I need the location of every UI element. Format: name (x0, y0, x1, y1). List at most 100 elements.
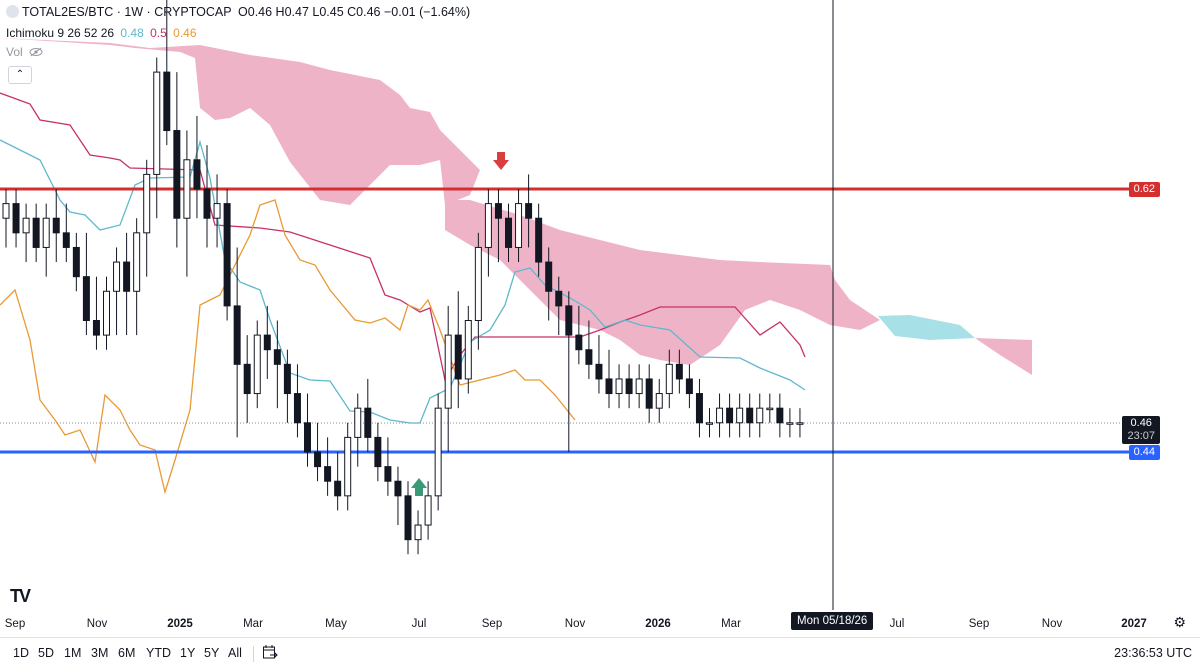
candle-body (464, 320, 472, 380)
candle-body (555, 290, 563, 307)
gear-icon[interactable]: ⚙ (1173, 614, 1186, 630)
candle-body (706, 422, 713, 425)
symbol-title[interactable]: TOTAL2ES/BTC · 1W · CRYPTOCAP (22, 5, 232, 19)
range-button-1d[interactable]: 1D (13, 646, 29, 660)
red-level-price-tag: 0.62 (1128, 182, 1160, 197)
ichimoku-cloud (0, 38, 1032, 375)
candle (575, 305, 583, 365)
candle (354, 393, 362, 467)
candle-body (424, 495, 432, 526)
candle-body (22, 217, 30, 234)
candle-body (655, 393, 663, 409)
candle-body (796, 422, 804, 425)
candle-body (585, 349, 593, 365)
cloud-segment-bull (878, 315, 975, 340)
candle (414, 510, 422, 555)
candle-body (766, 407, 774, 411)
eye-hidden-icon[interactable] (29, 47, 43, 57)
tradingview-logo[interactable]: TV (10, 586, 31, 607)
range-button-6m[interactable]: 6M (118, 646, 136, 660)
chikou-line (0, 199, 576, 495)
candle-body (685, 378, 693, 395)
indicator-value-2: 0.5 (150, 26, 167, 40)
candle-body (736, 407, 744, 424)
candle (525, 174, 533, 248)
candle-body (213, 203, 221, 219)
candle (615, 364, 623, 409)
current-price-value: 0.46 (1130, 417, 1152, 429)
indicator-legend[interactable]: Ichimoku 9 26 52 26 0.48 0.5 0.46 (6, 26, 200, 40)
candle-body (786, 422, 794, 425)
candle (42, 203, 50, 277)
range-button-1y[interactable]: 1Y (180, 646, 196, 660)
candle (153, 57, 161, 219)
candle (565, 291, 573, 452)
candle-countdown: 23:07 (1127, 430, 1155, 442)
cloud-segment-3 (975, 338, 1032, 375)
cloud-segment-1 (0, 38, 480, 205)
candle (253, 320, 261, 409)
candle (404, 481, 412, 555)
price-chart[interactable] (0, 0, 1200, 610)
candle-body (32, 217, 40, 248)
candle (585, 320, 593, 379)
candle (183, 130, 191, 277)
candle (535, 203, 543, 277)
candle-body (72, 246, 80, 278)
candle (334, 452, 342, 511)
candle (163, 0, 171, 146)
range-button-5y[interactable]: 5Y (204, 646, 220, 660)
candle-body (665, 363, 673, 395)
time-axis-label: Mar (243, 618, 263, 630)
candle (444, 305, 452, 452)
candle-body (223, 203, 231, 307)
time-axis[interactable]: Sep Nov 2025 Mar May Jul Sep Nov 2026 Mar Jul Sep No… (0, 610, 1200, 636)
candle-body (545, 261, 553, 292)
candle-body (314, 451, 322, 468)
candle-body (535, 217, 543, 263)
candle-body (133, 232, 141, 292)
range-button-5d[interactable]: 5D (38, 646, 54, 660)
candle (515, 189, 523, 263)
up-arrow-marker (411, 478, 427, 496)
toolbar-divider (253, 646, 254, 662)
candle (364, 378, 372, 452)
candle (223, 189, 231, 321)
calendar-range-icon[interactable] (262, 644, 278, 660)
candle (484, 189, 492, 277)
candle-body (183, 159, 191, 219)
range-button-1m[interactable]: 1M (64, 646, 82, 660)
candle (746, 393, 754, 438)
time-axis-label: Nov (1041, 618, 1063, 630)
indicator-value-1: 0.48 (120, 26, 144, 40)
range-button-all[interactable]: All (228, 646, 242, 660)
candle (625, 364, 633, 409)
candle-body (253, 334, 261, 395)
candle (314, 422, 322, 482)
candle (796, 408, 804, 438)
chevron-up-icon: ⌃ (15, 69, 25, 80)
time-axis-label: Jul (411, 618, 427, 630)
candle-body (595, 363, 603, 380)
time-axis-label: 2026 (645, 618, 671, 630)
cloud-segment-2 (445, 200, 880, 365)
candle (494, 189, 502, 263)
candle (293, 364, 301, 438)
time-axis-label: Sep (481, 618, 503, 630)
utc-clock[interactable]: 23:36:53 UTC (1114, 646, 1192, 660)
candle-body (324, 466, 332, 482)
candle (454, 291, 462, 409)
candle-body (263, 334, 271, 351)
candle (304, 393, 311, 467)
candle-body (675, 363, 683, 380)
range-button-3m[interactable]: 3M (91, 646, 109, 660)
candle (2, 189, 10, 248)
range-button-ytd[interactable]: YTD (146, 646, 171, 660)
candles (2, 0, 804, 555)
candle-body (645, 378, 653, 409)
volume-label: Vol (6, 45, 23, 59)
candle-body (625, 378, 633, 395)
collapse-legend-button[interactable]: ⌃ (8, 66, 32, 84)
volume-legend[interactable]: Vol (6, 45, 43, 59)
candle (263, 305, 271, 379)
